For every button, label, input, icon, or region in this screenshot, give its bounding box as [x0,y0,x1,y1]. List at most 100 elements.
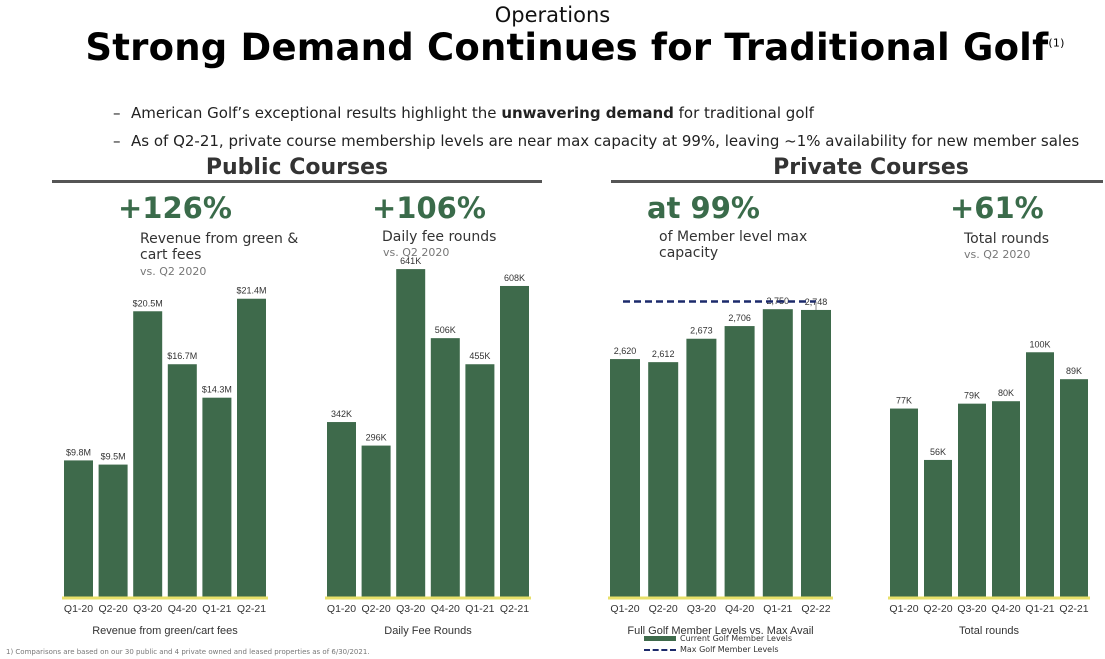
rounds-axis-title: Daily Fee Rounds [384,625,472,637]
revenue-growth-value: +126% [118,191,232,225]
revenue-axis-title: Revenue from green/cart fees [92,625,238,637]
rounds-tick-label: Q4-20 [431,603,460,615]
legend-swatch-dashed [644,648,676,651]
slide-title-text: Strong Demand Continues for Traditional … [85,26,1049,69]
rounds-data-label: 342K [331,409,352,419]
rounds-data-label: 608K [504,273,525,283]
total-bar [890,408,918,597]
members-bar [801,309,831,597]
members-tick-label: Q1-20 [610,603,639,615]
bullet-text-pre: As of Q2-21, private course membership l… [131,132,1080,150]
rounds-data-label: 455K [469,351,490,361]
total-tick-label: Q2-21 [1059,603,1088,615]
footnote: 1) Comparisons are based on our 30 publi… [6,648,370,656]
members-data-label: 2,706 [728,313,751,323]
revenue-data-label: $21.4M [236,286,266,296]
members-bar [648,362,679,597]
bullet-item: – American Golf’s exceptional results hig… [113,99,1079,127]
total-bar [992,401,1020,597]
total-data-label: 100K [1029,339,1050,349]
desc-line: of Member level max [659,229,808,245]
bullet-dash: – [113,104,121,122]
total-tick-label: Q4-20 [991,603,1020,615]
rounds-growth-value: +106% [372,191,486,225]
revenue-growth-desc: Revenue from green & cart fees [140,231,298,263]
members-data-label: 2,673 [690,326,713,336]
section-title-private: Private Courses [773,155,969,180]
members-bar [686,338,717,597]
rounds-growth-vs: vs. Q2 2020 [383,246,450,259]
total-rounds-growth-value: +61% [950,191,1044,225]
members-tick-label: Q4-20 [725,603,754,615]
total-rounds-growth-desc: Total rounds [964,231,1049,247]
bullet-text-pre: American Golf’s exceptional results high… [131,104,502,122]
members-axis-title: Full Golf Member Levels vs. Max Avail [627,625,813,637]
rounds-bar [327,422,356,597]
slide-kicker: Operations [494,3,611,27]
members-capacity-value: at 99% [647,191,760,225]
rounds-tick-label: Q1-21 [465,603,494,615]
members-tick-label: Q2-20 [649,603,678,615]
total-bar [958,403,986,597]
rounds-data-label: 506K [435,325,456,335]
section-rule-public [52,180,542,183]
legend-item-current: Current Golf Member Levels [644,633,792,644]
legend-item-max: Max Golf Member Levels [644,644,792,655]
revenue-tick-label: Q4-20 [168,603,197,615]
revenue-data-label: $20.5M [133,298,163,308]
rounds-tick-label: Q3-20 [396,603,425,615]
revenue-bar [202,397,232,597]
revenue-tick-label: Q1-20 [64,603,93,615]
total-bar [924,459,952,597]
rounds-tick-label: Q2-21 [500,603,529,615]
members-bar [610,359,640,597]
legend-swatch-bar [644,636,676,641]
total-rounds-growth-vs: vs. Q2 2020 [964,248,1031,261]
revenue-tick-label: Q3-20 [133,603,162,615]
total-bar [1026,352,1054,597]
rounds-tick-label: Q1-20 [327,603,356,615]
revenue-data-label: $14.3M [202,385,232,395]
bullet-dash: – [113,132,121,150]
section-rule-private [611,180,1103,183]
total-tick-label: Q3-20 [957,603,986,615]
revenue-bar [133,311,163,597]
bullet-text-bold: unwavering demand [501,104,674,122]
members-tick-label: Q3-20 [687,603,716,615]
members-data-label: 2,620 [614,346,637,356]
total-bar [1060,379,1088,597]
desc-line: capacity [659,245,719,261]
rounds-bar [396,269,426,597]
desc-line: Daily fee rounds [382,229,497,245]
total-data-label: 77K [896,396,912,406]
members-tick-label: Q2-22 [801,603,830,615]
revenue-bar [98,464,128,597]
members-capacity-desc: of Member level max capacity [659,229,807,261]
bullet-list: – American Golf’s exceptional results hig… [113,99,1079,155]
rounds-growth-desc: Daily fee rounds [382,229,496,245]
revenue-bar [167,364,197,597]
desc-line: Revenue from green & [140,231,299,247]
title-footnote-mark: (1) [1048,36,1065,50]
revenue-growth-vs: vs. Q2 2020 [140,265,207,278]
total-data-label: 56K [930,447,946,457]
revenue-bar [237,298,266,597]
bullet-item: – As of Q2-21, private course membership … [113,127,1079,155]
desc-line: cart fees [140,247,202,263]
total-tick-label: Q2-20 [923,603,952,615]
revenue-tick-label: Q2-20 [99,603,128,615]
revenue-data-label: $9.8M [66,447,91,457]
members-tick-label: Q1-21 [763,603,792,615]
revenue-tick-label: Q2-21 [237,603,266,615]
members-data-label: 2,612 [652,349,675,359]
rounds-tick-label: Q2-20 [362,603,391,615]
revenue-data-label: $9.5M [101,452,126,462]
rounds-data-label: 296K [366,433,387,443]
rounds-data-label: 641K [400,256,421,266]
total-axis-title: Total rounds [959,625,1019,637]
desc-line: Total rounds [964,231,1050,247]
members-bar [724,326,755,597]
total-data-label: 80K [998,388,1014,398]
total-data-label: 89K [1066,366,1082,376]
